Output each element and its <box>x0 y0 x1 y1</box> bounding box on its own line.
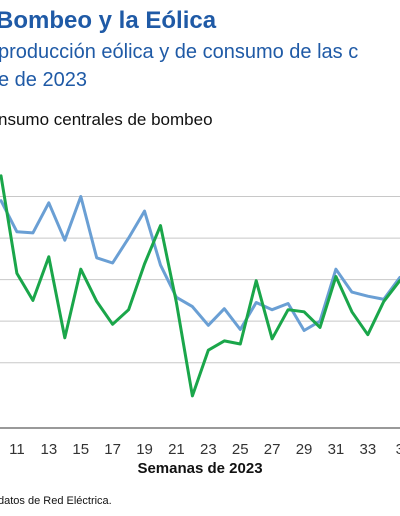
series-line-blue <box>0 195 400 332</box>
series-lines <box>0 174 400 398</box>
x-tick-label: 31 <box>328 441 345 458</box>
x-tick-label: 23 <box>200 441 217 458</box>
x-tick-label: 19 <box>136 441 153 458</box>
chart-subtitle: producción eólica y de consumo de las c … <box>0 38 400 94</box>
legend-entry-bombeo: nsumo centrales de bombeo <box>0 110 213 129</box>
subtitle-line-1: producción eólica y de consumo de las c <box>0 41 359 63</box>
x-axis-label: Semanas de 2023 <box>137 460 263 477</box>
x-tick-label: 17 <box>104 441 121 458</box>
source-note: datos de Red Eléctrica. <box>0 495 112 507</box>
x-tick-label: 15 <box>72 441 89 458</box>
x-tick-label: 27 <box>264 441 281 458</box>
x-tick-label: 25 <box>232 441 249 458</box>
x-tick-label: 3 <box>396 441 400 458</box>
x-tick-label: 11 <box>9 441 25 458</box>
subtitle-line-2: e de 2023 <box>0 69 87 91</box>
x-tick-label: 29 <box>296 441 313 458</box>
x-tick-label: 33 <box>360 441 377 458</box>
x-tick-label: 13 <box>41 441 58 458</box>
chart-title: Bombeo y la Eólica <box>0 7 217 34</box>
series-line-green <box>0 174 400 398</box>
x-tick-labels: 11 13 15 17 19 21 23 25 27 29 31 33 3 <box>9 441 400 458</box>
gridlines <box>0 196 400 364</box>
x-tick-label: 21 <box>168 441 185 458</box>
